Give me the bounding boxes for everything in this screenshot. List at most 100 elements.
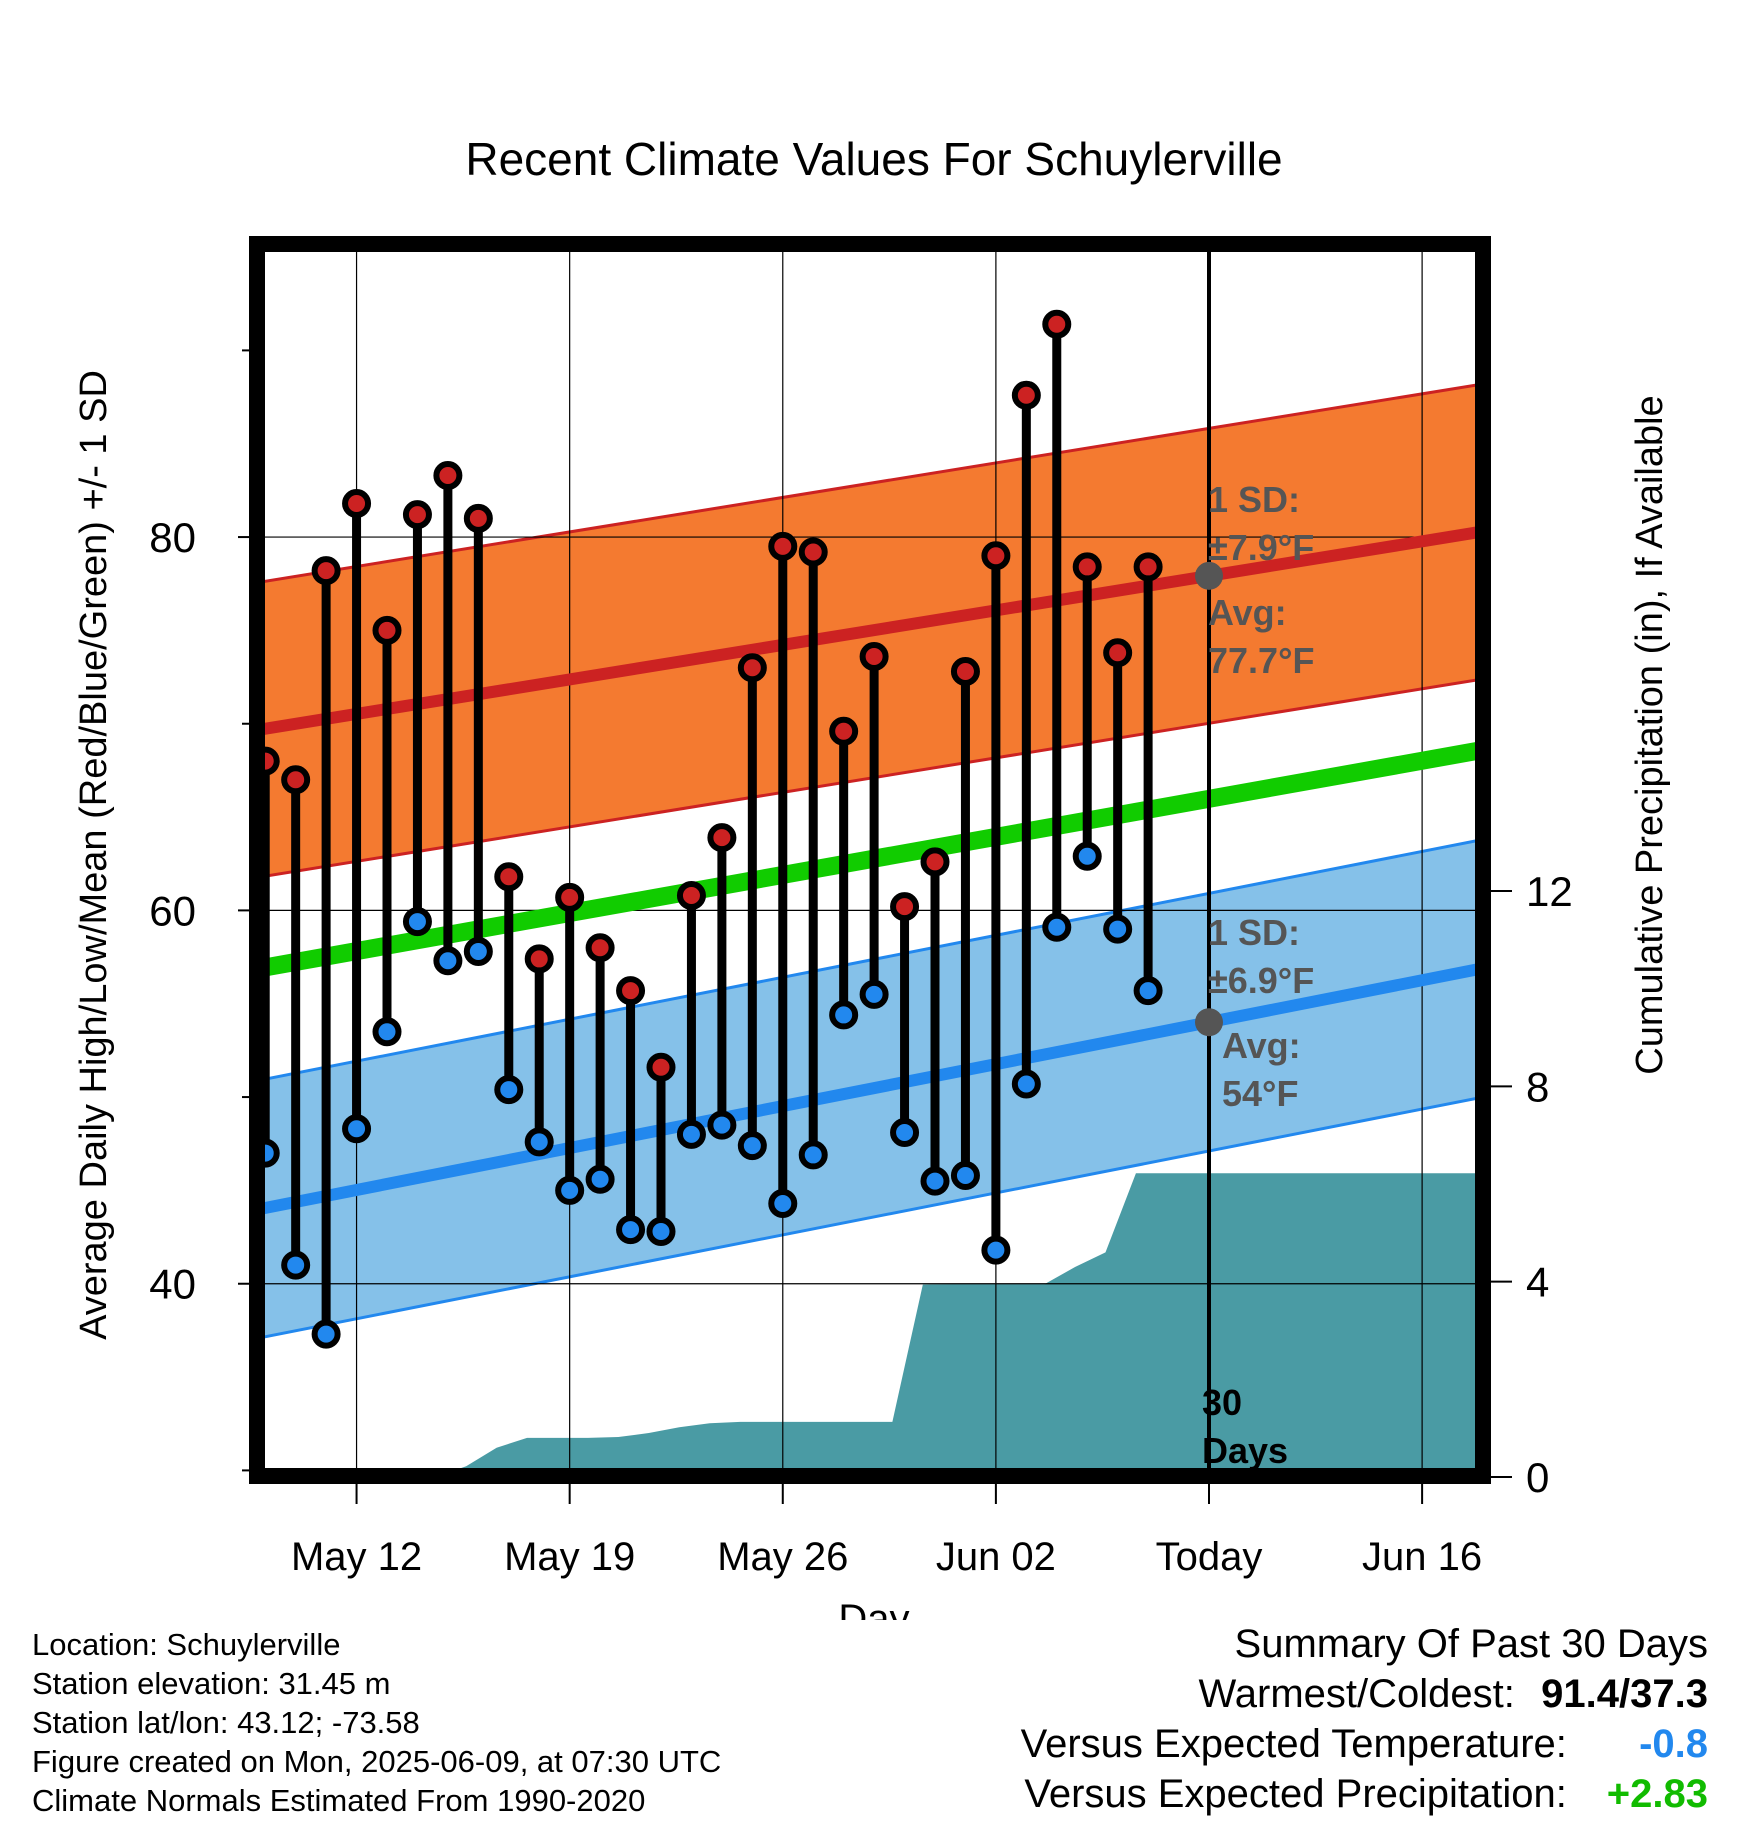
y-axis-label-right: Cumulative Precipitation (in), If Availa… xyxy=(1629,395,1671,1074)
high-point-10 xyxy=(281,765,311,795)
low-point-26 xyxy=(768,1188,798,1218)
high-point-23 xyxy=(676,880,706,910)
summary-precipitation: Versus Expected Precipitation: +2.83 xyxy=(1024,1772,1708,1817)
y-left-tick-label-0: 40 xyxy=(149,1261,196,1308)
low-point-27 xyxy=(798,1140,828,1170)
today-high-normal-marker xyxy=(1195,561,1223,590)
latlon-text: Station lat/lon: 43.12; -73.58 xyxy=(32,1705,420,1740)
high-point-25 xyxy=(737,653,767,683)
plot-area: 1 SD: ±7.9°F Avg: 77.7°F 1 SD: ±6.9°F Avg: 54°F… xyxy=(149,236,1573,1579)
low-point-22 xyxy=(646,1216,676,1246)
x-axis-label: Day xyxy=(838,1597,909,1620)
annotation-4-line1: 30 xyxy=(1202,1382,1242,1423)
annotation-1-line2: 77.7°F xyxy=(1208,640,1314,681)
low-point-35 xyxy=(1042,912,1072,942)
low-point-30 xyxy=(890,1118,920,1148)
low-point-17 xyxy=(494,1075,524,1105)
low-sd-lower-line xyxy=(257,1095,1483,1340)
y-right-tick-label-2: 8 xyxy=(1526,1063,1549,1110)
high-point-18 xyxy=(524,944,554,974)
high-point-36 xyxy=(1072,552,1102,582)
plot-content xyxy=(257,244,1483,1476)
low-point-11 xyxy=(311,1319,341,1349)
y-right-tick-label-1: 4 xyxy=(1526,1259,1549,1306)
high-point-21 xyxy=(616,976,646,1006)
temp-anomaly-value: -0.8 xyxy=(1639,1722,1708,1766)
summary-title: Summary Of Past 30 Days xyxy=(1234,1622,1708,1666)
high-normal-line xyxy=(257,525,1483,737)
today-low-normal-marker xyxy=(1195,1008,1223,1037)
low-point-31 xyxy=(920,1166,950,1196)
high-point-28 xyxy=(829,716,859,746)
low-point-15 xyxy=(433,946,463,976)
station-info: Location: Schuylerville Station elevatio… xyxy=(32,1625,832,1820)
created-text: Figure created on Mon, 2025-06-09, at 07… xyxy=(32,1744,722,1779)
low-point-33 xyxy=(981,1235,1011,1265)
low-point-18 xyxy=(524,1127,554,1157)
high-point-22 xyxy=(646,1052,676,1082)
high-point-38 xyxy=(1133,552,1163,582)
low-point-36 xyxy=(1072,841,1102,871)
annotation-3-line2: 54°F xyxy=(1222,1073,1298,1114)
y-right-tick-label-0: 0 xyxy=(1526,1454,1549,1501)
precip-area xyxy=(438,1173,1483,1476)
high-point-12 xyxy=(342,488,372,518)
high-point-37 xyxy=(1103,638,1133,668)
high-point-24 xyxy=(707,823,737,853)
low-point-13 xyxy=(372,1017,402,1047)
low-point-16 xyxy=(463,936,493,966)
high-point-17 xyxy=(494,862,524,892)
low-point-28 xyxy=(829,1000,859,1030)
precip-anomaly-value: +2.83 xyxy=(1606,1772,1708,1816)
x-tick-label-1: May 19 xyxy=(504,1535,635,1579)
x-tick-label-4: Today xyxy=(1156,1535,1263,1579)
low-sd-upper-line xyxy=(257,837,1483,1083)
annotation-3-line1: Avg: xyxy=(1222,1025,1301,1066)
low-point-19 xyxy=(555,1175,585,1205)
high-point-32 xyxy=(950,656,980,686)
x-tick-label-2: May 26 xyxy=(717,1535,848,1579)
low-point-37 xyxy=(1103,914,1133,944)
low-point-12 xyxy=(342,1114,372,1144)
y-right-tick-label-3: 12 xyxy=(1526,868,1573,915)
low-point-14 xyxy=(402,907,432,937)
warmest-coldest-value: 91.4/37.3 xyxy=(1541,1672,1708,1716)
y-axis-label-left: Average Daily High/Low/Mean (Red/Blue/Gr… xyxy=(73,370,115,1340)
low-point-32 xyxy=(950,1160,980,1190)
annotation-1-line1: Avg: xyxy=(1208,592,1287,633)
annotation-0-line1: 1 SD: xyxy=(1208,479,1300,520)
summary-warmest-coldest: Warmest/Coldest: 91.4/37.3 xyxy=(1199,1672,1709,1717)
high-sd-upper-line xyxy=(257,382,1483,585)
high-point-13 xyxy=(372,615,402,645)
high-point-11 xyxy=(311,556,341,586)
high-point-16 xyxy=(463,503,493,533)
low-point-38 xyxy=(1133,976,1163,1006)
y-left-tick-label-1: 60 xyxy=(149,887,196,934)
normals-text: Climate Normals Estimated From 1990-2020 xyxy=(32,1783,646,1818)
low-point-20 xyxy=(585,1164,615,1194)
high-point-29 xyxy=(859,642,889,672)
high-point-14 xyxy=(402,500,432,530)
precip-anomaly-label: Versus Expected Precipitation: xyxy=(1024,1772,1567,1816)
summary-temperature: Versus Expected Temperature: -0.8 xyxy=(1021,1722,1708,1767)
high-sd-lower-line xyxy=(257,677,1483,880)
low-point-34 xyxy=(1011,1069,1041,1099)
y-left-tick-label-2: 80 xyxy=(149,514,196,561)
high-point-15 xyxy=(433,460,463,490)
high-point-33 xyxy=(981,541,1011,571)
annotation-0-line2: ±7.9°F xyxy=(1208,527,1314,568)
high-point-27 xyxy=(798,537,828,567)
low-normal-line xyxy=(257,962,1483,1216)
x-tick-label-5: Jun 16 xyxy=(1362,1535,1482,1579)
low-point-25 xyxy=(737,1131,767,1161)
high-point-20 xyxy=(585,933,615,963)
climate-chart: Recent Climate Values For Schuylerville … xyxy=(73,133,1671,1620)
low-point-24 xyxy=(707,1110,737,1140)
high-point-35 xyxy=(1042,309,1072,339)
mean-normal-line xyxy=(257,741,1483,979)
elevation-text: Station elevation: 31.45 m xyxy=(32,1666,391,1701)
high-point-26 xyxy=(768,531,798,561)
low-point-23 xyxy=(676,1119,706,1149)
high-point-31 xyxy=(920,847,950,877)
x-tick-label-3: Jun 02 xyxy=(936,1535,1056,1579)
